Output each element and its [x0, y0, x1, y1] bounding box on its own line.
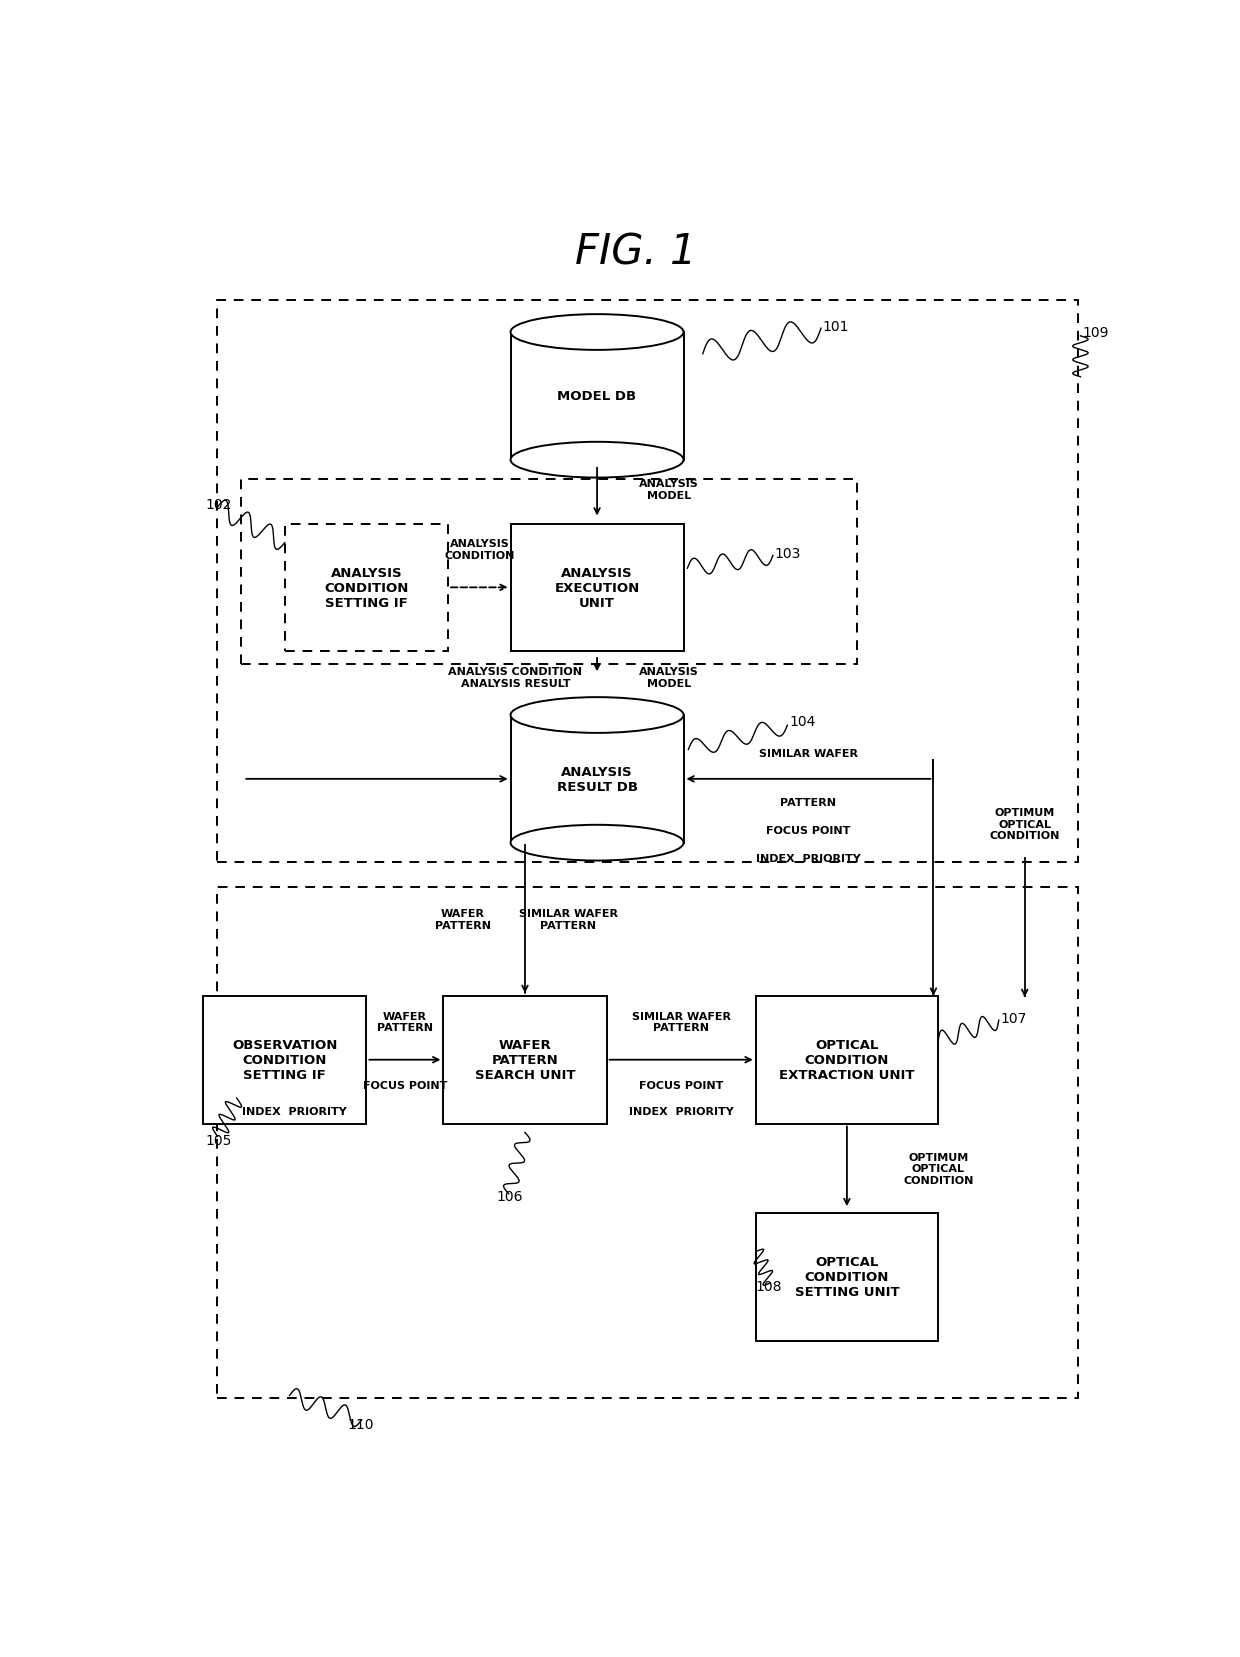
- Text: SIMILAR WAFER
PATTERN: SIMILAR WAFER PATTERN: [518, 910, 618, 931]
- Text: OPTIMUM
OPTICAL
CONDITION: OPTIMUM OPTICAL CONDITION: [990, 807, 1060, 840]
- Text: SIMILAR WAFER
PATTERN: SIMILAR WAFER PATTERN: [631, 1011, 730, 1032]
- Text: WAFER
PATTERN
SEARCH UNIT: WAFER PATTERN SEARCH UNIT: [475, 1039, 575, 1082]
- Text: 103: 103: [775, 547, 801, 560]
- Text: OPTICAL
CONDITION
EXTRACTION UNIT: OPTICAL CONDITION EXTRACTION UNIT: [779, 1039, 915, 1082]
- Bar: [203, 996, 367, 1123]
- Bar: [511, 333, 683, 461]
- Text: ANALYSIS
CONDITION: ANALYSIS CONDITION: [444, 539, 515, 560]
- Text: 105: 105: [205, 1133, 232, 1147]
- Text: INDEX  PRIORITY: INDEX PRIORITY: [242, 1107, 347, 1117]
- Text: ANALYSIS
RESULT DB: ANALYSIS RESULT DB: [557, 766, 637, 794]
- Bar: [511, 524, 683, 651]
- Bar: [755, 996, 939, 1123]
- Text: FOCUS POINT: FOCUS POINT: [766, 825, 851, 835]
- Ellipse shape: [511, 698, 683, 734]
- Text: 104: 104: [789, 714, 816, 729]
- Ellipse shape: [511, 442, 683, 479]
- Text: FOCUS POINT: FOCUS POINT: [639, 1080, 723, 1090]
- Text: FOCUS POINT: FOCUS POINT: [362, 1080, 448, 1090]
- Text: PATTERN: PATTERN: [780, 797, 837, 807]
- Text: 109: 109: [1083, 326, 1109, 340]
- Text: 101: 101: [823, 320, 849, 333]
- Bar: [285, 524, 448, 651]
- Text: MODEL DB: MODEL DB: [558, 389, 636, 403]
- Bar: [755, 1213, 939, 1341]
- Text: OPTICAL
CONDITION
SETTING UNIT: OPTICAL CONDITION SETTING UNIT: [795, 1256, 899, 1299]
- Text: 110: 110: [347, 1417, 373, 1430]
- Text: SIMILAR WAFER: SIMILAR WAFER: [759, 749, 858, 759]
- Text: 102: 102: [205, 499, 232, 512]
- Text: INDEX  PRIORITY: INDEX PRIORITY: [756, 853, 861, 863]
- Text: 106: 106: [496, 1190, 522, 1203]
- Text: ANALYSIS
MODEL: ANALYSIS MODEL: [640, 666, 699, 688]
- Ellipse shape: [511, 825, 683, 862]
- Bar: [511, 716, 683, 843]
- Text: 108: 108: [755, 1279, 782, 1292]
- Text: ANALYSIS CONDITION
ANALYSIS RESULT: ANALYSIS CONDITION ANALYSIS RESULT: [449, 666, 583, 688]
- Bar: [242, 479, 857, 664]
- Text: OBSERVATION
CONDITION
SETTING IF: OBSERVATION CONDITION SETTING IF: [232, 1039, 337, 1082]
- Text: ANALYSIS
MODEL: ANALYSIS MODEL: [640, 479, 699, 500]
- Bar: [217, 888, 1078, 1399]
- Bar: [217, 302, 1078, 862]
- Text: ANALYSIS
CONDITION
SETTING IF: ANALYSIS CONDITION SETTING IF: [324, 567, 409, 610]
- Text: WAFER
PATTERN: WAFER PATTERN: [434, 910, 491, 931]
- Text: 107: 107: [1001, 1011, 1027, 1026]
- Text: OPTIMUM
OPTICAL
CONDITION: OPTIMUM OPTICAL CONDITION: [903, 1152, 973, 1185]
- Ellipse shape: [511, 315, 683, 351]
- Text: WAFER
PATTERN: WAFER PATTERN: [377, 1011, 433, 1032]
- Text: ANALYSIS
EXECUTION
UNIT: ANALYSIS EXECUTION UNIT: [554, 567, 640, 610]
- Text: INDEX  PRIORITY: INDEX PRIORITY: [629, 1107, 734, 1117]
- Bar: [444, 996, 606, 1123]
- Text: FIG. 1: FIG. 1: [575, 232, 696, 273]
